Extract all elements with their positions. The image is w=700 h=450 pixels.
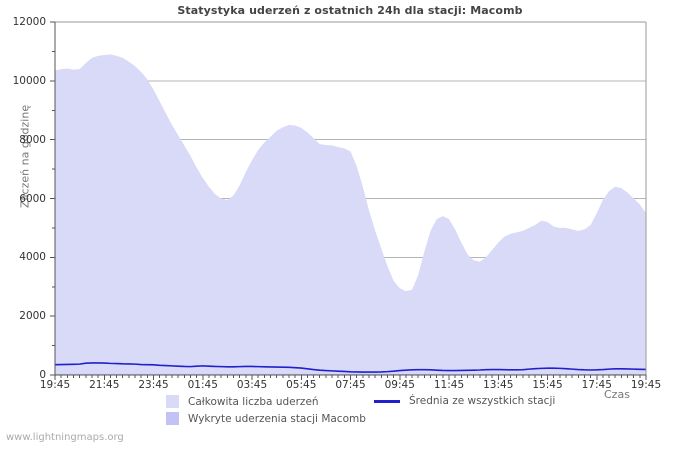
y-tick-label: 0 [39,369,46,381]
x-tick-label: 23:45 [138,379,169,391]
y-tick-label: 12000 [12,16,46,28]
legend-item-total[interactable]: Całkowita liczba uderzeń [166,395,319,408]
legend-line-average [374,399,400,403]
x-tick-label: 07:45 [335,379,366,391]
chart-title: Statystyka uderzeń z ostatnich 24h dla s… [177,4,523,17]
x-tick-label: 17:45 [581,379,612,391]
y-tick-label: 2000 [19,310,46,323]
area-series [55,54,646,375]
legend-item-station[interactable]: Wykryte uderzenia stacji Macomb [166,412,366,425]
legend-swatch-station [166,412,179,425]
y-tick-label: 8000 [19,133,46,146]
x-tick-label: 03:45 [236,379,268,391]
y-tick-label: 4000 [19,251,46,264]
legend-label-station: Wykryte uderzenia stacji Macomb [188,412,366,425]
x-tick-label: 11:45 [433,379,465,391]
legend-item-average[interactable]: Średnia ze wszystkich stacji [374,395,555,407]
footer-attribution: www.lightningmaps.org [6,432,124,443]
x-tick-label: 15:45 [532,379,563,391]
x-tick-label: 09:45 [384,379,415,391]
legend-label-average: Średnia ze wszystkich stacji [409,395,556,407]
y-tick-label: 6000 [19,192,46,205]
y-tick-label: 10000 [12,74,46,87]
x-axis-label: Czas [604,388,630,401]
x-tick-label: 19:45 [630,379,662,391]
legend-swatch-total [166,395,179,408]
line-series [54,362,647,373]
x-tick-label: 01:45 [187,379,218,391]
x-tick-label: 19:45 [39,379,71,391]
x-tick-label: 21:45 [89,379,120,391]
x-tick-label: 13:45 [483,379,514,391]
legend-label-total: Całkowita liczba uderzeń [188,395,319,408]
chart-legend: Całkowita liczba uderzeń Wykryte uderzen… [0,393,700,427]
x-tick-label: 05:45 [286,379,317,391]
